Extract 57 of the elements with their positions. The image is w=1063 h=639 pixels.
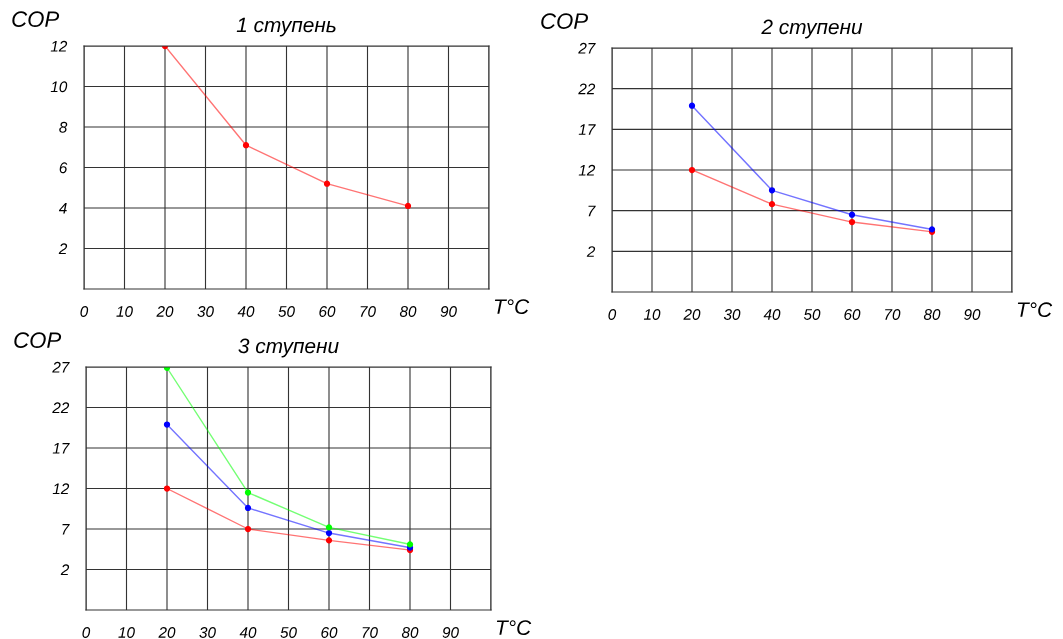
- x-tick-label: 40: [237, 306, 255, 317]
- y-axis-title: COP: [541, 13, 589, 29]
- y-tick-label: 2: [586, 246, 596, 257]
- x-tick-label: 40: [763, 309, 781, 320]
- y-tick-label: 17: [52, 443, 70, 454]
- y-tick-label: 27: [578, 42, 596, 54]
- x-tick-label: 50: [280, 627, 297, 638]
- x-axis-title: T°C: [1017, 302, 1053, 318]
- y-tick-label: 6: [59, 162, 68, 174]
- x-tick-label: 0: [608, 309, 617, 320]
- x-tick-label: 90: [964, 309, 981, 320]
- x-tick-label: 70: [362, 627, 378, 638]
- x-tick-label: 10: [118, 627, 135, 638]
- x-tick-label: 60: [844, 309, 861, 320]
- x-tick-label: 10: [643, 309, 661, 320]
- y-tick-label: 10: [50, 81, 68, 93]
- x-tick-label: 30: [197, 306, 214, 317]
- y-tick-label: 12: [52, 483, 70, 495]
- y-tick-label: 4: [58, 203, 67, 214]
- x-tick-label: 80: [399, 306, 417, 317]
- y-tick-label: 17: [578, 124, 596, 135]
- x-tick-label: 90: [442, 627, 459, 638]
- x-tick-label: 30: [723, 309, 741, 320]
- x-tick-label: 0: [82, 627, 91, 638]
- x-tick-label: 20: [683, 309, 701, 320]
- x-tick-label: 40: [239, 627, 257, 638]
- y-tick-label: 7: [588, 205, 596, 217]
- y-axis-title: COP: [14, 332, 62, 349]
- x-tick-label: 80: [923, 309, 941, 320]
- y-tick-label: 2: [60, 564, 70, 576]
- x-tick-label: 90: [440, 306, 457, 317]
- x-tick-label: 20: [156, 306, 174, 317]
- y-tick-label: 8: [59, 121, 68, 133]
- x-tick-label: 20: [158, 627, 176, 638]
- x-tick-label: 30: [199, 627, 216, 638]
- y-tick-label: 12: [578, 164, 596, 176]
- x-tick-label: 80: [401, 627, 419, 638]
- x-tick-label: 70: [360, 306, 376, 317]
- chart-title: 2 ступени: [761, 19, 863, 39]
- x-tick-label: 50: [803, 309, 821, 320]
- x-tick-label: 0: [80, 306, 89, 317]
- x-axis-title: T°C: [496, 620, 532, 636]
- y-tick-label: 7: [62, 524, 70, 535]
- x-axis-title: T°C: [494, 299, 530, 315]
- x-tick-label: 10: [116, 306, 133, 317]
- x-tick-label: 70: [885, 309, 901, 320]
- y-tick-label: 27: [52, 361, 70, 373]
- x-tick-label: 60: [319, 306, 336, 317]
- y-tick-label: 22: [578, 83, 596, 95]
- y-tick-label: 22: [52, 402, 70, 414]
- chart-title: 1 ступень: [236, 17, 336, 37]
- y-axis-title: COP: [12, 11, 60, 28]
- x-tick-label: 60: [321, 627, 338, 638]
- chart-title: 3 ступени: [238, 338, 339, 358]
- x-tick-label: 50: [278, 306, 295, 317]
- y-tick-label: 2: [58, 243, 68, 255]
- y-tick-label: 12: [50, 40, 68, 52]
